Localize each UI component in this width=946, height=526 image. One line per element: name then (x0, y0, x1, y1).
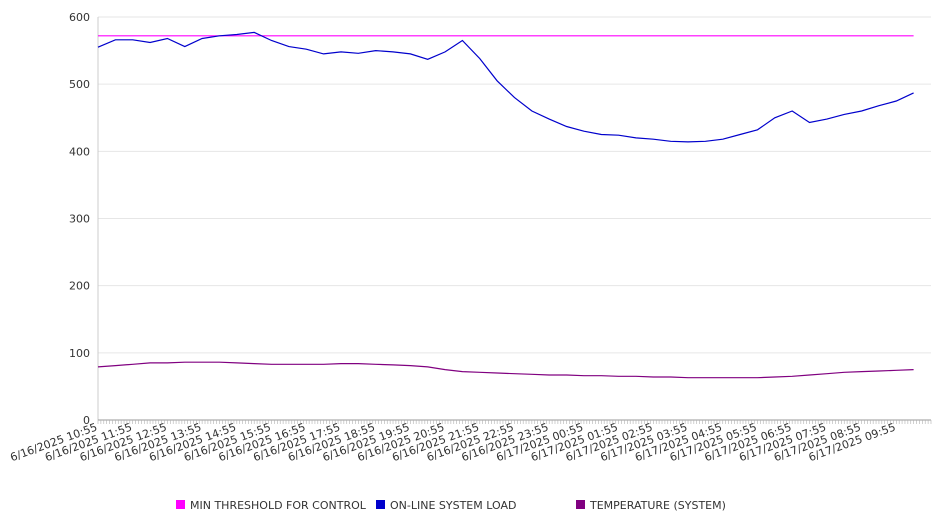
y-tick-label: 300 (69, 213, 90, 226)
series-line-2 (97, 361, 914, 379)
y-tick-label: 200 (69, 280, 90, 293)
y-tick-label: 100 (69, 347, 90, 360)
legend-swatch (576, 500, 585, 509)
y-tick-label: 600 (69, 11, 90, 24)
legend-label: TEMPERATURE (SYSTEM) (589, 499, 726, 512)
legend: MIN THRESHOLD FOR CONTROL ON-LINE SYSTEM … (176, 499, 726, 512)
legend-label: ON-LINE SYSTEM LOAD (390, 499, 516, 512)
legend-label: MIN THRESHOLD FOR CONTROL (190, 499, 367, 512)
legend-swatch (376, 500, 385, 509)
series-lines (97, 31, 914, 379)
series-line-1 (97, 31, 914, 143)
y-axis-ticks: 0 100 200 300 400 500 600 (69, 11, 90, 427)
y-tick-label: 0 (83, 414, 90, 427)
y-tick-label: 500 (69, 78, 90, 91)
grid (98, 16, 931, 354)
x-axis-ticks: 6/16/2025 10:556/16/2025 11:556/16/2025 … (8, 420, 932, 464)
legend-swatch (176, 500, 185, 509)
y-tick-label: 400 (69, 145, 90, 158)
